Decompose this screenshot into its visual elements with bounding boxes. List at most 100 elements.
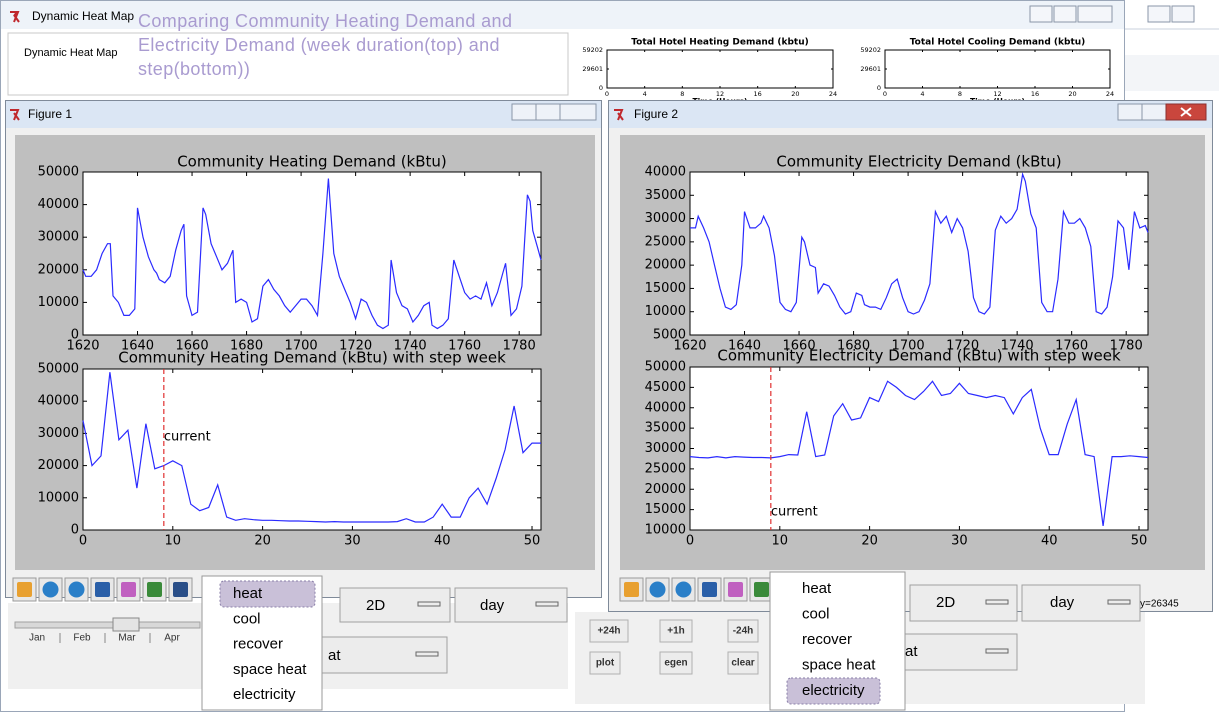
month-label: Apr [164, 633, 180, 644]
month-label: Jan [29, 633, 45, 644]
chart-title: Total Hotel Cooling Demand (kbtu) [910, 38, 1086, 48]
tab-label[interactable]: Dynamic Heat Map [24, 47, 118, 59]
menu-item[interactable]: recover [802, 631, 852, 648]
slider-thumb[interactable] [112, 617, 140, 632]
menu-item[interactable]: electricity [802, 682, 865, 699]
x-tick-label: 1700 [285, 339, 318, 354]
dropdown-value: day [480, 597, 505, 614]
toolbar-icon [17, 582, 32, 597]
y-tick-label: 40000 [645, 165, 686, 180]
x-tick-label: 1660 [176, 339, 209, 354]
close-button[interactable] [559, 103, 597, 121]
plot-area [82, 368, 542, 531]
maximize-button[interactable] [1171, 5, 1195, 23]
y-tick-label: 30000 [38, 230, 79, 245]
dropdown-value: 2D [366, 597, 385, 614]
maximize-button[interactable] [535, 103, 561, 121]
x-tick-label: 10 [772, 534, 789, 549]
x-tick-label: 1740 [1001, 339, 1034, 354]
button[interactable] [659, 619, 693, 643]
y-tick-label: 20000 [38, 262, 79, 277]
toolbar-icon [173, 582, 188, 597]
window-buttons [1029, 5, 1195, 23]
maximize-button[interactable] [1141, 103, 1167, 121]
button-label: clear [731, 658, 754, 669]
menu-item[interactable]: heat [233, 585, 263, 602]
app-icon [614, 109, 624, 121]
x-tick-label: 1780 [503, 339, 536, 354]
button[interactable] [727, 619, 759, 643]
y-tick-label: 30000 [38, 426, 79, 441]
buttons: +24h +1h -24h plot egen clear [589, 619, 759, 675]
y-tick-label: 59202 [860, 46, 881, 54]
data-line [82, 178, 542, 330]
menu-item[interactable]: space heat [802, 656, 876, 673]
menu-item[interactable]: recover [233, 636, 283, 653]
dropdown-value: at [328, 647, 341, 664]
maximize-button[interactable] [1053, 5, 1077, 23]
menu-item[interactable]: space heat [233, 661, 307, 678]
x-tick-label: 20 [1068, 90, 1076, 98]
toolbar-icon [649, 581, 666, 598]
dropdown-indicator [1107, 599, 1131, 605]
menu-item[interactable]: electricity [233, 686, 296, 703]
toolbar-icon [121, 582, 136, 597]
y-tick-label: 40000 [645, 400, 686, 415]
y-tick-label: 10000 [645, 304, 686, 319]
y-tick-label: 59202 [582, 46, 603, 54]
y-tick-label: 10000 [38, 295, 79, 310]
month-slider[interactable] [14, 621, 201, 629]
window-title: Figure 1 [28, 107, 72, 121]
app-icon [10, 11, 20, 23]
minimize-button[interactable] [1029, 5, 1053, 23]
menu-item[interactable]: cool [802, 605, 830, 622]
minimize-button[interactable] [1147, 5, 1171, 23]
plot-area [689, 171, 1149, 336]
dropdown[interactable]: 2D day at [321, 587, 568, 674]
dropdown[interactable]: 2D day at [904, 584, 1141, 671]
x-tick-label: 30 [951, 534, 968, 549]
y-tick-label: 10000 [38, 490, 79, 505]
x-tick-label: 20 [861, 534, 878, 549]
x-tick-label: 40 [434, 534, 451, 549]
month-scale: Jan Feb Mar Apr [29, 633, 181, 644]
x-tick-label: 0 [883, 90, 887, 98]
x-tick-label: 8 [680, 90, 684, 98]
hotel-charts: Total Hotel Heating Demand (kbtu) 0 29601 5… [582, 38, 1114, 107]
x-tick-label: 0 [605, 90, 609, 98]
close-button[interactable] [1077, 5, 1113, 23]
y-tick-label: 15000 [645, 502, 686, 517]
dropdown-menu: heat cool recover space heat electricity [201, 575, 323, 711]
button[interactable] [727, 651, 759, 675]
title-bar [6, 101, 601, 128]
chart-title: Total Hotel Heating Demand (kbtu) [631, 38, 809, 48]
y-tick-label: 0 [71, 523, 79, 538]
minimize-button[interactable] [511, 103, 537, 121]
toolbar-icon [68, 581, 85, 598]
x-tick-label: 24 [829, 90, 837, 98]
button[interactable] [589, 651, 621, 675]
button[interactable] [589, 619, 629, 643]
title-bar [1, 1, 1124, 29]
y-tick-label: 50000 [38, 362, 79, 377]
button[interactable] [659, 651, 693, 675]
menu-item[interactable]: cool [233, 610, 261, 627]
x-tick-label: 1640 [121, 339, 154, 354]
dropdown-menu: heat cool recover space heat electricity [769, 571, 906, 711]
menu-item[interactable]: heat [802, 580, 832, 597]
x-tick-label: 12 [716, 90, 724, 98]
marker-label: current [164, 430, 211, 445]
chart-title: Community Heating Demand (kBtu) [177, 153, 447, 171]
y-tick-label: 25000 [645, 234, 686, 249]
x-tick-label: 24 [1106, 90, 1114, 98]
app-icon [10, 109, 20, 121]
minimize-button[interactable] [1117, 103, 1143, 121]
chart-title: Community Electricity Demand (kBtu) [776, 153, 1061, 171]
y-tick-label: 30000 [645, 441, 686, 456]
menu-highlight [219, 580, 316, 608]
chart-title: Community Electricity Demand (kBtu) with… [717, 347, 1121, 365]
plot-area [884, 49, 1111, 89]
close-icon [1180, 107, 1192, 117]
y-tick-label: 50000 [38, 165, 79, 180]
dropdown-value: at [905, 643, 918, 660]
